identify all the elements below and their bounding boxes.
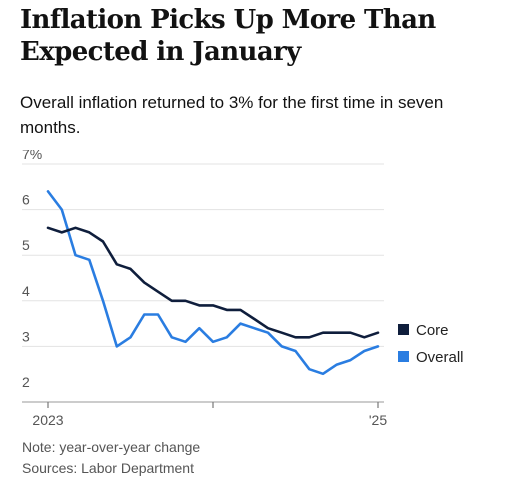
- y-tick-label: 7%: [22, 150, 42, 162]
- legend-swatch-core: [398, 324, 409, 335]
- chart-subtitle: Overall inflation returned to 3% for the…: [20, 93, 444, 137]
- y-tick-label: 5: [22, 237, 30, 253]
- series-lines: [46, 190, 380, 376]
- chart-source: Sources: Labor Department: [22, 460, 194, 476]
- y-tick-label: 3: [22, 328, 30, 344]
- x-tick-label: '25: [369, 412, 387, 428]
- y-axis-ticks: 7% 6 5 4 3 2: [22, 150, 42, 390]
- line-chart: 7% 6 5 4 3 2 2023 '25 Core Overall: [22, 150, 464, 428]
- series-line-core: [46, 226, 380, 339]
- legend-label-overall: Overall: [416, 349, 464, 366]
- chart-note: Note: year-over-year change: [22, 439, 201, 455]
- y-tick-label: 4: [22, 283, 30, 299]
- y-tick-label: 2: [22, 374, 30, 390]
- legend: Core Overall: [398, 322, 464, 366]
- grid-lines: [22, 163, 384, 347]
- series-line-overall: [46, 190, 380, 376]
- y-tick-label: 6: [22, 192, 30, 208]
- legend-swatch-overall: [398, 351, 409, 362]
- chart-headline: Inflation Picks Up More Than Expected in…: [20, 5, 436, 67]
- x-tick-label: 2023: [32, 412, 63, 428]
- x-axis: 2023 '25: [22, 401, 387, 428]
- legend-label-core: Core: [416, 322, 449, 339]
